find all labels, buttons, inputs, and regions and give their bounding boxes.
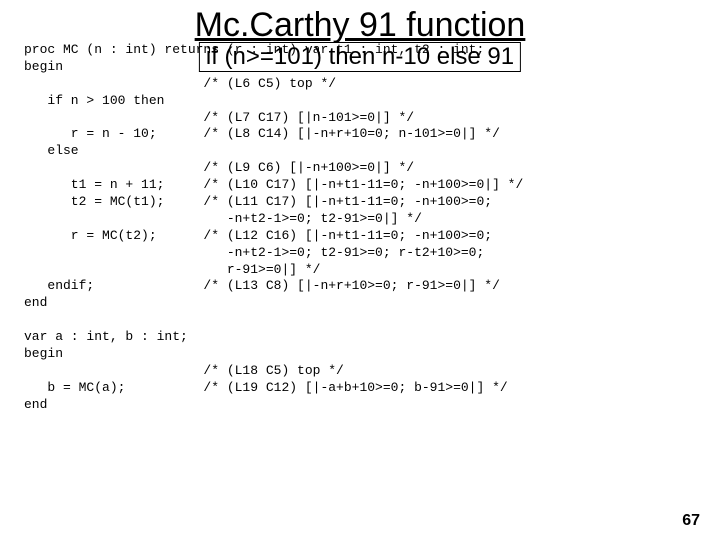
page-number: 67 <box>682 512 700 530</box>
slide-title: Mc.Carthy 91 function <box>24 8 696 42</box>
slide-subtitle: if (n>=101) then n-10 else 91 <box>199 42 521 72</box>
code-listing: proc MC (n : int) returns (r : int) var … <box>24 42 696 414</box>
